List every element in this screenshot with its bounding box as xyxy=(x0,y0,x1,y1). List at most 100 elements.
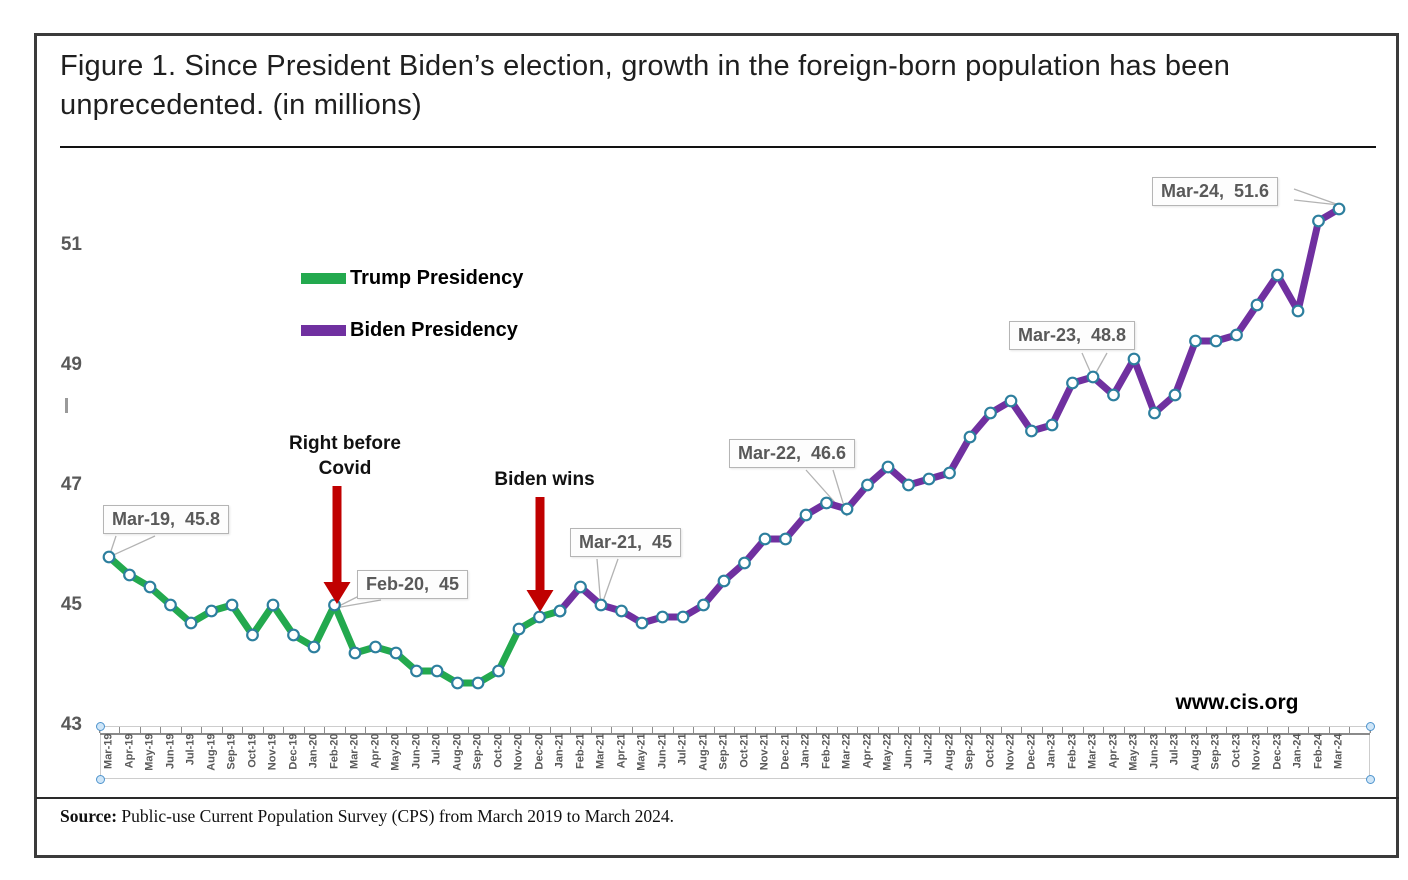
x-tick xyxy=(1308,727,1310,733)
x-tick xyxy=(119,727,121,733)
x-tick xyxy=(529,727,531,733)
data-point-marker xyxy=(143,580,157,594)
data-point-marker xyxy=(943,466,956,480)
data-point-marker xyxy=(225,598,239,612)
data-point-marker xyxy=(430,664,444,678)
data-point-marker xyxy=(512,622,526,636)
x-tick xyxy=(652,727,654,733)
data-point-marker xyxy=(758,532,772,546)
data-point-marker xyxy=(1230,328,1243,342)
axis-selection-handle[interactable] xyxy=(1365,721,1375,731)
x-tick xyxy=(467,727,469,733)
data-point-marker xyxy=(1209,334,1223,348)
legend-label-biden: Biden Presidency xyxy=(350,319,518,341)
axis-selection-handle[interactable] xyxy=(95,721,105,731)
data-point-marker xyxy=(676,610,690,624)
axis-selection-handle[interactable] xyxy=(95,774,105,784)
data-point-marker xyxy=(123,568,136,582)
x-tick xyxy=(1144,727,1146,733)
x-tick xyxy=(221,727,223,733)
x-tick xyxy=(303,727,305,733)
x-tick xyxy=(242,727,244,733)
data-point-marker xyxy=(1271,268,1284,282)
data-point-marker xyxy=(881,460,895,474)
x-tick xyxy=(1021,727,1023,733)
data-point-marker xyxy=(1250,298,1264,312)
x-tick xyxy=(877,727,879,733)
data-point-marker xyxy=(902,478,915,492)
source-text: Public-use Current Population Survey (CP… xyxy=(117,806,675,826)
data-point-marker xyxy=(799,508,813,522)
y-tick-label-47: 47 xyxy=(60,474,82,495)
data-point-marker xyxy=(574,580,587,594)
axis-selection-handle[interactable] xyxy=(1365,774,1375,784)
y-tick-label-51: 51 xyxy=(60,234,82,255)
x-tick xyxy=(734,727,736,733)
x-tick xyxy=(1123,727,1125,733)
data-point-marker xyxy=(164,598,177,612)
source-divider xyxy=(36,797,1399,799)
x-tick xyxy=(1328,727,1330,733)
data-point-marker xyxy=(451,676,464,690)
x-tick xyxy=(180,727,182,733)
x-tick xyxy=(1062,727,1064,733)
data-point-marker xyxy=(205,604,218,618)
x-tick xyxy=(754,727,756,733)
data-point-marker xyxy=(553,604,567,618)
x-tick xyxy=(1041,727,1043,733)
data-point-marker xyxy=(922,472,936,486)
data-point-marker xyxy=(697,598,710,612)
x-tick xyxy=(385,727,387,733)
data-point-marker xyxy=(307,640,321,654)
left-edge-mark xyxy=(65,398,68,413)
data-label-mar19: Mar-19, 45.8 xyxy=(103,505,230,534)
data-point-marker xyxy=(738,556,751,570)
data-point-marker xyxy=(840,502,854,516)
data-point-marker xyxy=(471,676,485,690)
x-tick xyxy=(324,727,326,733)
x-tick xyxy=(795,727,797,733)
data-label-mar21: Mar-21, 45 xyxy=(570,528,682,557)
data-point-marker xyxy=(287,628,300,642)
data-point-marker xyxy=(963,430,977,444)
x-tick xyxy=(283,727,285,733)
callout-leader-line xyxy=(334,599,382,609)
x-tick xyxy=(262,727,264,733)
x-tick xyxy=(1185,727,1187,733)
data-point-marker xyxy=(1086,370,1100,384)
x-tick xyxy=(406,727,408,733)
data-point-marker xyxy=(1332,202,1346,216)
cis-url-text: www.cis.org xyxy=(1175,691,1299,714)
x-tick xyxy=(365,727,367,733)
annotation-covid-line2: Covid xyxy=(318,458,372,479)
x-tick xyxy=(1000,727,1002,733)
data-point-marker xyxy=(1168,388,1182,402)
data-point-marker xyxy=(656,610,669,624)
data-point-marker xyxy=(1189,334,1202,348)
callout-leader-line xyxy=(600,558,619,608)
x-tick xyxy=(344,727,346,733)
x-tick xyxy=(816,727,818,733)
covid-arrow xyxy=(323,486,351,604)
x-tick xyxy=(693,727,695,733)
x-tick xyxy=(590,727,592,733)
annotation-covid-line1: Right before xyxy=(289,433,401,454)
annotation-biden-wins: Biden wins xyxy=(494,469,595,490)
x-tick xyxy=(898,727,900,733)
data-label-mar24: Mar-24, 51.6 xyxy=(1152,177,1279,206)
data-point-marker xyxy=(184,616,198,630)
x-tick xyxy=(201,727,203,733)
data-point-marker xyxy=(1291,304,1305,318)
data-point-marker xyxy=(102,550,116,564)
data-point-marker xyxy=(717,574,731,588)
x-tick xyxy=(1287,727,1289,733)
x-tick xyxy=(959,727,961,733)
legend-item-trump: Trump Presidency xyxy=(301,266,523,290)
data-point-marker xyxy=(246,628,259,642)
data-label-mar22: Mar-22, 46.6 xyxy=(729,439,856,468)
data-point-marker xyxy=(266,598,280,612)
data-point-marker xyxy=(1004,394,1018,408)
y-tick-label-43: 43 xyxy=(60,714,82,735)
y-tick-label-49: 49 xyxy=(60,354,82,375)
x-tick xyxy=(611,727,613,733)
